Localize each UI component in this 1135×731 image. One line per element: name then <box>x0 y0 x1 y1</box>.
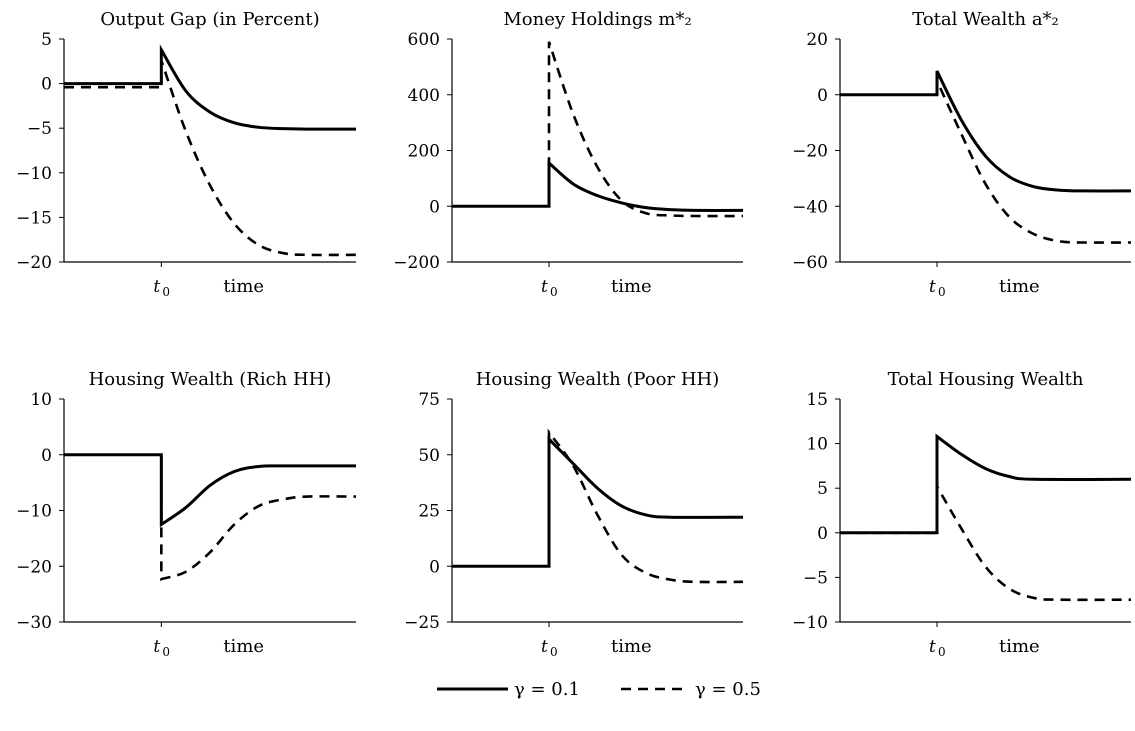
y-tick-label: 50 <box>418 446 440 466</box>
x-tick-label-t: t <box>541 637 548 657</box>
y-tick-label: 5 <box>817 479 828 499</box>
panel-title: Output Gap (in Percent) <box>100 9 319 30</box>
x-axis-label: time <box>611 276 652 297</box>
x-axis-label: time <box>999 636 1040 657</box>
y-tick-label: 75 <box>418 390 440 410</box>
y-tick-label: 600 <box>408 30 440 50</box>
y-tick-label: −40 <box>792 197 828 217</box>
y-tick-label: −30 <box>16 613 52 633</box>
y-tick-label: −15 <box>16 208 52 228</box>
y-tick-label: 5 <box>41 30 52 50</box>
x-tick-label-subscript: 0 <box>162 285 170 299</box>
y-tick-label: 0 <box>41 75 52 95</box>
series-line-gamma-0-5 <box>64 59 357 257</box>
legend-label-gamma-0-5: γ = 0.5 <box>695 679 761 700</box>
x-tick-label-t: t <box>153 637 160 657</box>
series-line-gamma-0-1 <box>64 453 357 528</box>
y-tick-label: 200 <box>408 142 440 162</box>
y-tick-label: −20 <box>792 142 828 162</box>
panel-title: Money Holdings m*₂ <box>503 9 691 30</box>
x-axis-label: time <box>223 636 264 657</box>
y-tick-label: −5 <box>27 119 52 139</box>
series-line-gamma-0-5 <box>452 41 744 218</box>
x-tick-label-subscript: 0 <box>162 645 170 659</box>
x-tick-label-subscript: 0 <box>550 645 558 659</box>
y-tick-label: 20 <box>806 30 828 50</box>
y-tick-label: 10 <box>806 435 828 455</box>
y-tick-label: 10 <box>30 390 52 410</box>
x-tick-label-t: t <box>541 277 548 297</box>
panel-title: Total Wealth a*₂ <box>912 9 1059 30</box>
y-tick-label: 0 <box>41 446 52 466</box>
series-line-gamma-0-5 <box>64 453 357 581</box>
series-line-gamma-0-5 <box>840 80 1132 244</box>
y-tick-label: 15 <box>806 390 828 410</box>
y-tick-label: −20 <box>16 557 52 577</box>
panel-title: Housing Wealth (Poor HH) <box>476 369 720 390</box>
panel-title: Housing Wealth (Rich HH) <box>89 369 332 390</box>
x-axis-label: time <box>611 636 652 657</box>
x-tick-label-t: t <box>153 277 160 297</box>
y-tick-label: 0 <box>429 557 440 577</box>
x-tick-label-subscript: 0 <box>938 645 946 659</box>
y-tick-label: −20 <box>16 253 52 273</box>
x-tick-label-t: t <box>929 637 936 657</box>
series-line-gamma-0-1 <box>452 435 744 568</box>
y-tick-label: 25 <box>418 502 440 522</box>
y-tick-label: 0 <box>429 197 440 217</box>
y-tick-label: 0 <box>817 524 828 544</box>
x-axis-label: time <box>999 276 1040 297</box>
x-axis-label: time <box>223 276 264 297</box>
y-tick-label: −5 <box>803 568 828 588</box>
series-line-gamma-0-5 <box>840 481 1132 602</box>
y-tick-label: −10 <box>16 164 52 184</box>
series-line-gamma-0-1 <box>64 44 357 131</box>
series-line-gamma-0-5 <box>452 428 744 584</box>
y-tick-label: −10 <box>792 613 828 633</box>
series-line-gamma-0-1 <box>452 159 744 212</box>
panel-title: Total Housing Wealth <box>888 369 1084 390</box>
y-tick-label: 0 <box>817 86 828 106</box>
legend-label-gamma-0-1: γ = 0.1 <box>514 679 580 700</box>
series-line-gamma-0-1 <box>840 70 1132 193</box>
y-tick-label: −200 <box>393 253 440 273</box>
series-line-gamma-0-1 <box>840 433 1132 535</box>
x-tick-label-subscript: 0 <box>938 285 946 299</box>
x-tick-label-subscript: 0 <box>550 285 558 299</box>
y-tick-label: −25 <box>404 613 440 633</box>
y-tick-label: 400 <box>408 86 440 106</box>
y-tick-label: −10 <box>16 502 52 522</box>
y-tick-label: −60 <box>792 253 828 273</box>
x-tick-label-t: t <box>929 277 936 297</box>
